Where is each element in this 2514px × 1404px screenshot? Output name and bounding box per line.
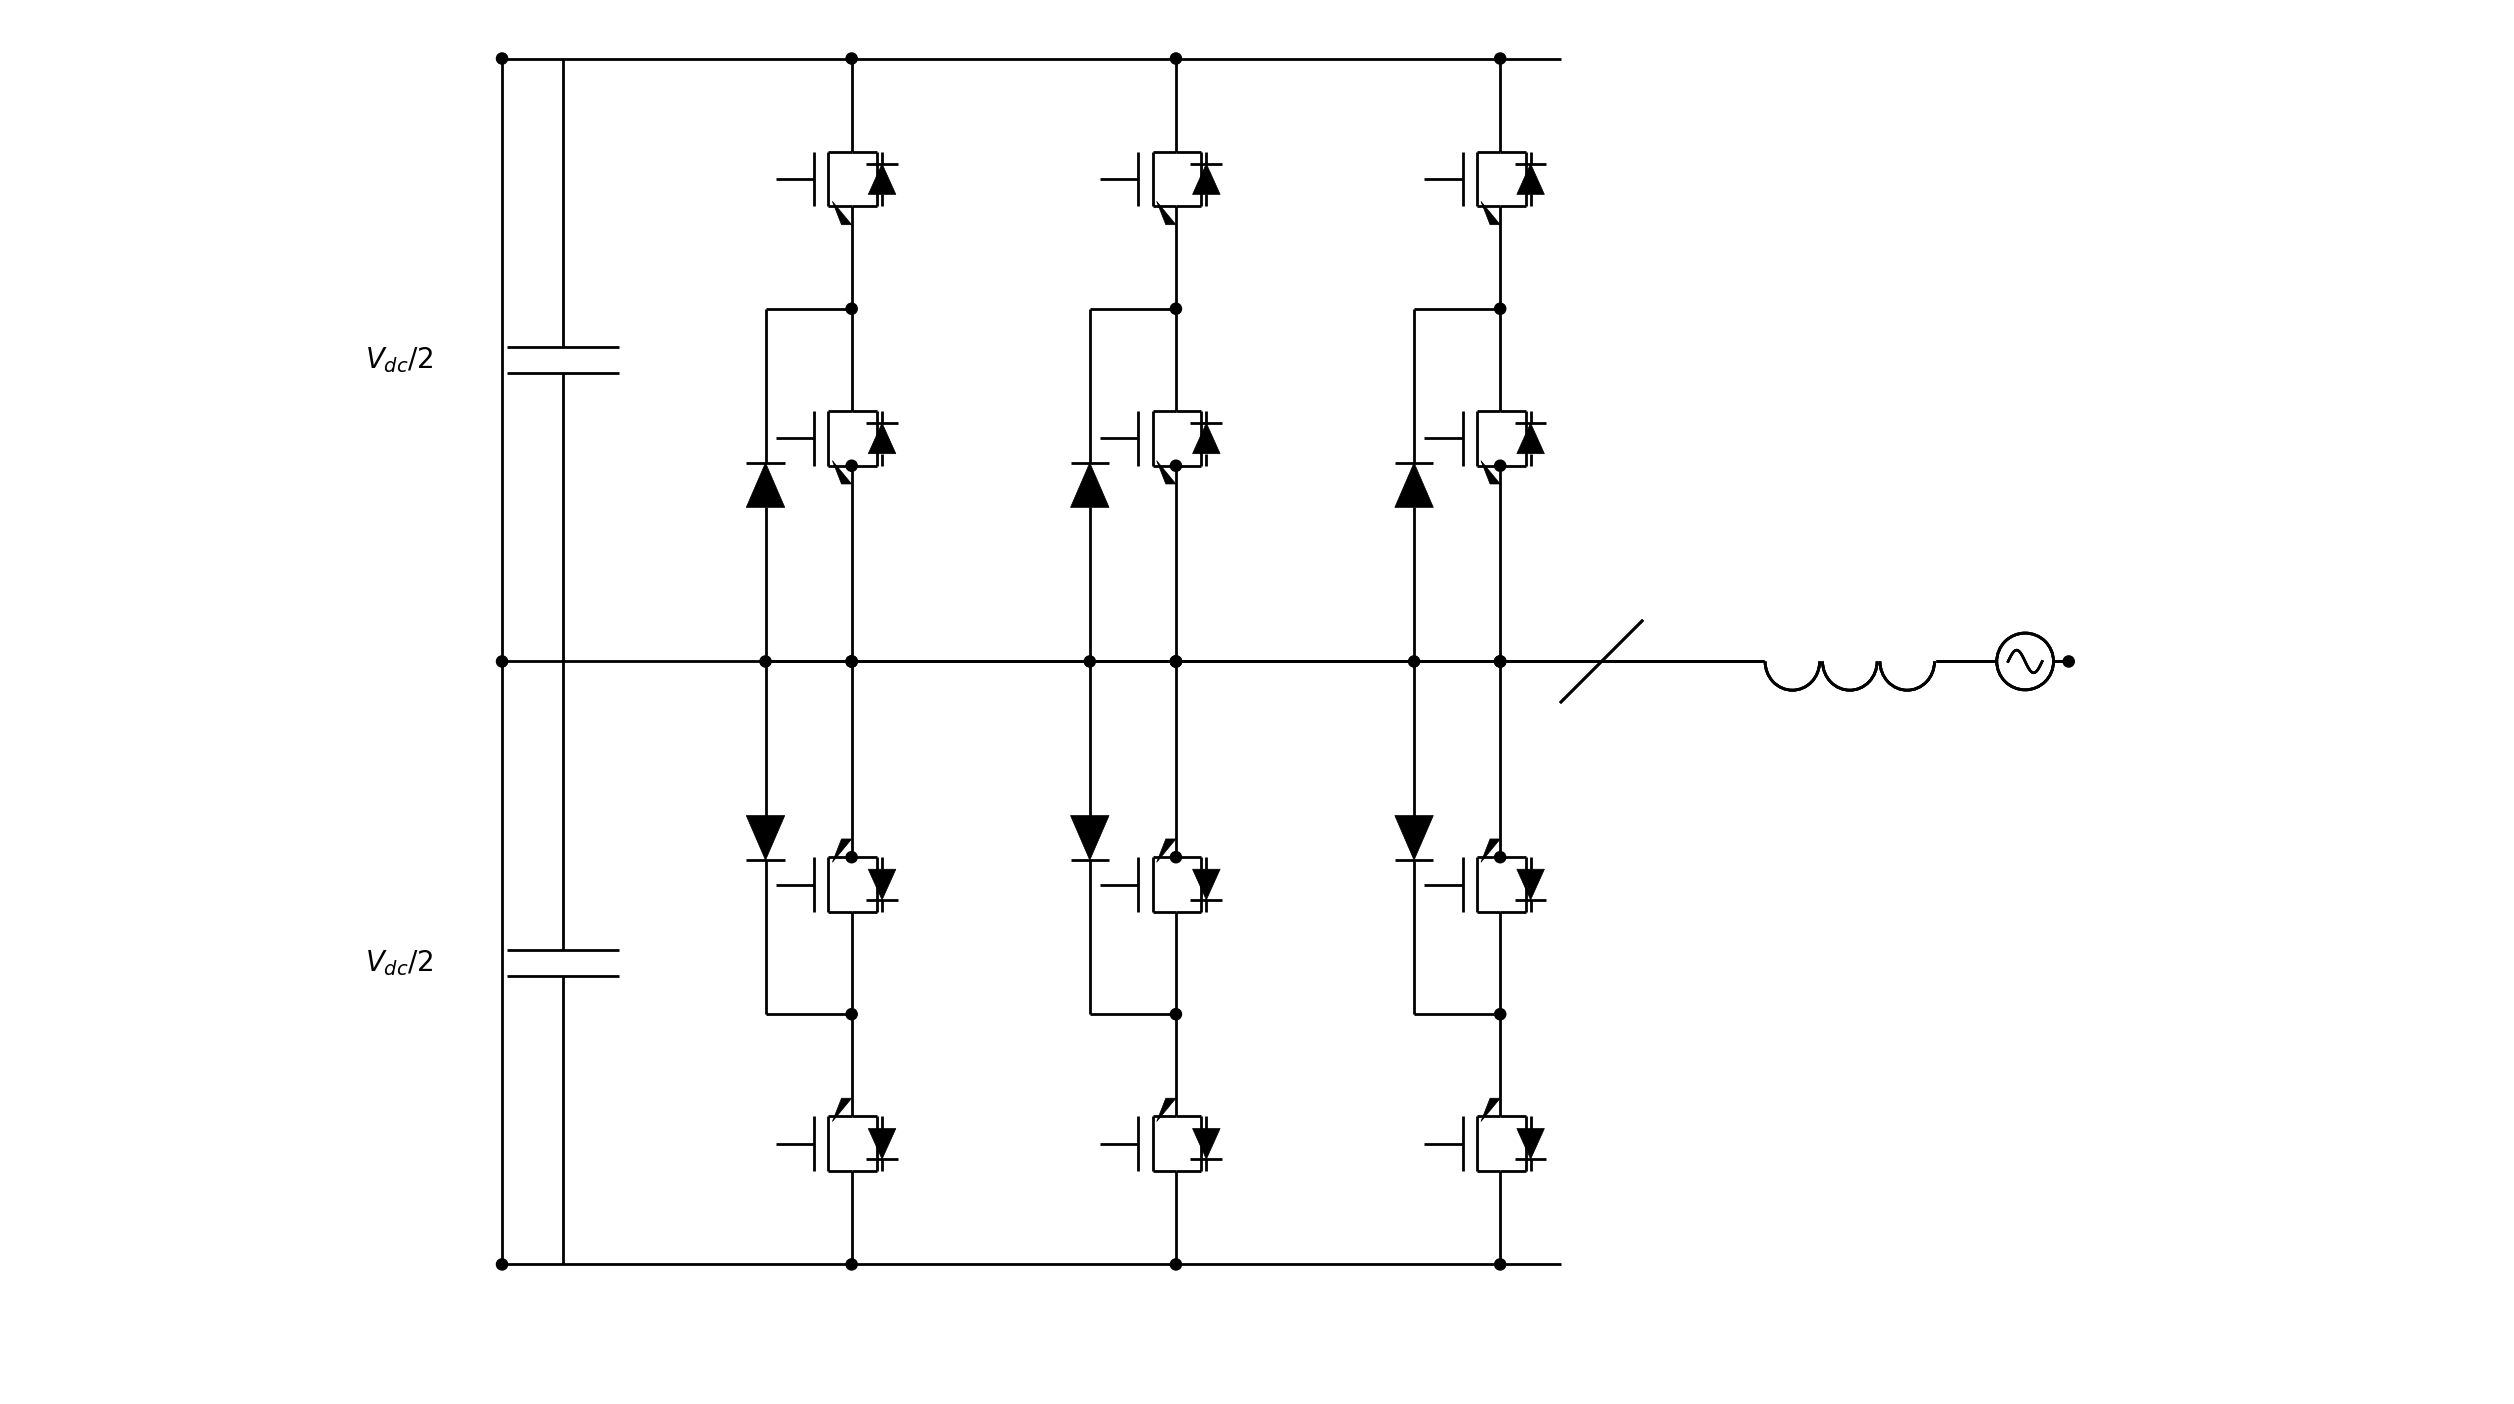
Polygon shape [1192, 164, 1219, 194]
Polygon shape [867, 423, 895, 453]
Circle shape [1496, 303, 1506, 314]
Circle shape [847, 656, 857, 667]
Circle shape [1496, 656, 1506, 667]
Polygon shape [1192, 423, 1219, 453]
Text: $V_{dc}/2$: $V_{dc}/2$ [365, 345, 432, 375]
Polygon shape [1156, 461, 1177, 484]
Circle shape [847, 1259, 857, 1271]
Circle shape [1496, 461, 1506, 472]
Circle shape [847, 656, 857, 667]
Polygon shape [1192, 1129, 1219, 1160]
Circle shape [1496, 656, 1506, 667]
Polygon shape [832, 1098, 852, 1122]
Polygon shape [1516, 869, 1544, 900]
Circle shape [847, 303, 857, 314]
Circle shape [495, 656, 508, 667]
Circle shape [1172, 1008, 1182, 1019]
Circle shape [847, 656, 857, 667]
Polygon shape [832, 461, 852, 484]
Circle shape [495, 1259, 508, 1271]
Polygon shape [1395, 816, 1433, 861]
Polygon shape [1516, 1129, 1544, 1160]
Polygon shape [1156, 840, 1177, 862]
Circle shape [1496, 656, 1506, 667]
Polygon shape [1481, 201, 1501, 225]
Circle shape [1172, 53, 1182, 65]
Polygon shape [1192, 869, 1219, 900]
Polygon shape [1481, 461, 1501, 484]
Circle shape [847, 1008, 857, 1019]
Polygon shape [1481, 1098, 1501, 1122]
Circle shape [1084, 656, 1096, 667]
Circle shape [1172, 1259, 1182, 1271]
Polygon shape [1516, 164, 1544, 194]
Circle shape [1496, 1008, 1506, 1019]
Circle shape [847, 53, 857, 65]
Circle shape [1172, 656, 1182, 667]
Polygon shape [832, 840, 852, 862]
Circle shape [1172, 852, 1182, 863]
Polygon shape [1071, 463, 1109, 507]
Polygon shape [1071, 816, 1109, 861]
Polygon shape [867, 869, 895, 900]
Circle shape [495, 53, 508, 65]
Polygon shape [832, 201, 852, 225]
Polygon shape [867, 164, 895, 194]
Polygon shape [867, 1129, 895, 1160]
Text: $V_{dc}/2$: $V_{dc}/2$ [365, 948, 432, 977]
Polygon shape [747, 463, 784, 507]
Polygon shape [747, 816, 784, 861]
Polygon shape [1481, 840, 1501, 862]
Circle shape [1496, 852, 1506, 863]
Circle shape [1408, 656, 1420, 667]
Circle shape [1496, 53, 1506, 65]
Circle shape [1172, 656, 1182, 667]
Circle shape [759, 656, 772, 667]
Polygon shape [1156, 201, 1177, 225]
Polygon shape [1516, 423, 1544, 453]
Circle shape [1172, 303, 1182, 314]
Polygon shape [1156, 1098, 1177, 1122]
Circle shape [847, 852, 857, 863]
Circle shape [1172, 461, 1182, 472]
Circle shape [1172, 656, 1182, 667]
Circle shape [2064, 656, 2074, 667]
Circle shape [847, 461, 857, 472]
Circle shape [1496, 1259, 1506, 1271]
Polygon shape [1395, 463, 1433, 507]
